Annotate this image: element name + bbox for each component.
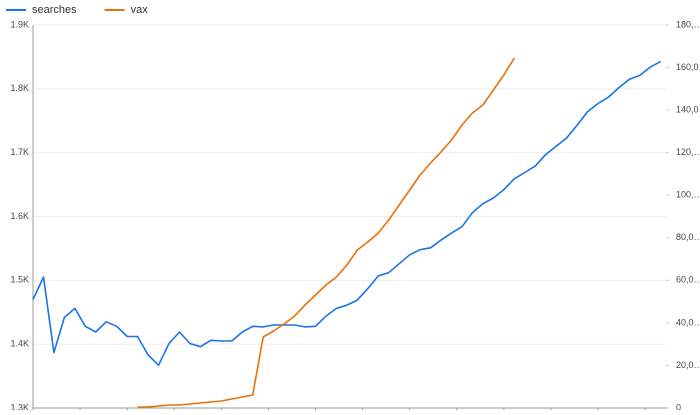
y2-tick-label: 20,0… xyxy=(676,360,700,370)
y-tick-label: 1.4K xyxy=(10,339,29,349)
y2-tick-label: 160,0… xyxy=(676,62,700,72)
series-line xyxy=(137,57,515,408)
y2-tick-label: 60,0… xyxy=(676,275,700,285)
y2-tick-label: 80,0… xyxy=(676,232,700,242)
y2-tick-label: 0 xyxy=(676,402,681,410)
y2-tick-label: 40,0… xyxy=(676,317,700,327)
y-tick-label: 1.8K xyxy=(10,83,29,93)
y-tick-label: 1.9K xyxy=(10,19,29,29)
y2-tick-label: 100,… xyxy=(676,190,700,200)
y2-tick-label: 140,0… xyxy=(676,104,700,114)
legend-label: vax xyxy=(131,4,149,16)
y-tick-label: 1.7K xyxy=(10,147,29,157)
y-tick-label: 1.5K xyxy=(10,275,29,285)
y-tick-label: 1.6K xyxy=(10,211,29,221)
series-line xyxy=(32,60,662,366)
y2-tick-label: 180,… xyxy=(676,19,700,29)
legend-label: searches xyxy=(32,4,77,16)
legend: searches vax xyxy=(6,4,148,16)
y2-tick-label: 120,… xyxy=(676,147,700,157)
y-tick-label: 1.3K xyxy=(10,402,29,410)
